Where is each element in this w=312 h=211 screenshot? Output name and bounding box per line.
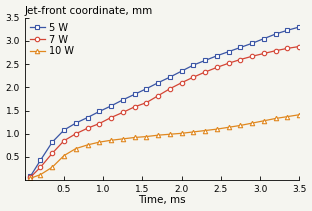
5 W [109, 105, 113, 107]
5 W [168, 76, 172, 78]
10 W [297, 114, 301, 116]
5 W [285, 29, 289, 31]
5 W [121, 99, 125, 101]
5 W [144, 88, 148, 90]
10 W [109, 139, 113, 142]
Text: Jet-front coordinate, mm: Jet-front coordinate, mm [25, 5, 153, 16]
5 W [203, 59, 207, 62]
7 W [250, 55, 254, 58]
7 W [109, 116, 113, 119]
7 W [215, 66, 219, 69]
7 W [39, 166, 42, 168]
7 W [28, 176, 32, 179]
10 W [39, 173, 42, 176]
10 W [203, 129, 207, 132]
5 W [62, 129, 66, 131]
10 W [192, 131, 195, 133]
7 W [239, 58, 242, 61]
5 W [239, 46, 242, 49]
7 W [297, 45, 301, 48]
5 W [74, 122, 78, 124]
5 W [39, 159, 42, 161]
5 W [28, 175, 32, 178]
10 W [285, 115, 289, 118]
7 W [50, 152, 54, 154]
10 W [250, 122, 254, 124]
5 W [262, 37, 266, 40]
X-axis label: Time, ms: Time, ms [138, 195, 186, 206]
7 W [274, 49, 278, 52]
7 W [74, 133, 78, 135]
7 W [192, 76, 195, 78]
7 W [156, 95, 160, 97]
7 W [144, 101, 148, 104]
5 W [192, 64, 195, 66]
10 W [156, 134, 160, 137]
5 W [274, 33, 278, 35]
7 W [168, 88, 172, 90]
7 W [86, 127, 90, 130]
7 W [227, 62, 231, 65]
7 W [62, 139, 66, 142]
5 W [97, 110, 101, 113]
5 W [50, 141, 54, 143]
7 W [203, 71, 207, 73]
5 W [180, 70, 183, 72]
5 W [86, 116, 90, 119]
10 W [97, 141, 101, 143]
10 W [86, 144, 90, 146]
5 W [215, 54, 219, 57]
5 W [250, 42, 254, 45]
Line: 7 W: 7 W [28, 44, 301, 180]
7 W [262, 52, 266, 55]
10 W [50, 166, 54, 168]
Legend: 5 W, 7 W, 10 W: 5 W, 7 W, 10 W [28, 21, 76, 58]
10 W [121, 138, 125, 140]
10 W [74, 147, 78, 150]
5 W [227, 50, 231, 53]
Line: 10 W: 10 W [28, 112, 301, 181]
10 W [274, 117, 278, 120]
7 W [180, 81, 183, 84]
10 W [239, 124, 242, 127]
Line: 5 W: 5 W [28, 25, 301, 179]
7 W [121, 111, 125, 114]
10 W [215, 128, 219, 130]
7 W [97, 122, 101, 125]
10 W [62, 154, 66, 157]
10 W [227, 126, 231, 128]
10 W [144, 135, 148, 138]
10 W [262, 119, 266, 122]
10 W [28, 177, 32, 180]
7 W [133, 106, 136, 108]
10 W [133, 136, 136, 139]
5 W [297, 26, 301, 28]
10 W [180, 132, 183, 135]
5 W [133, 93, 136, 96]
7 W [285, 47, 289, 50]
10 W [168, 133, 172, 135]
5 W [156, 81, 160, 84]
